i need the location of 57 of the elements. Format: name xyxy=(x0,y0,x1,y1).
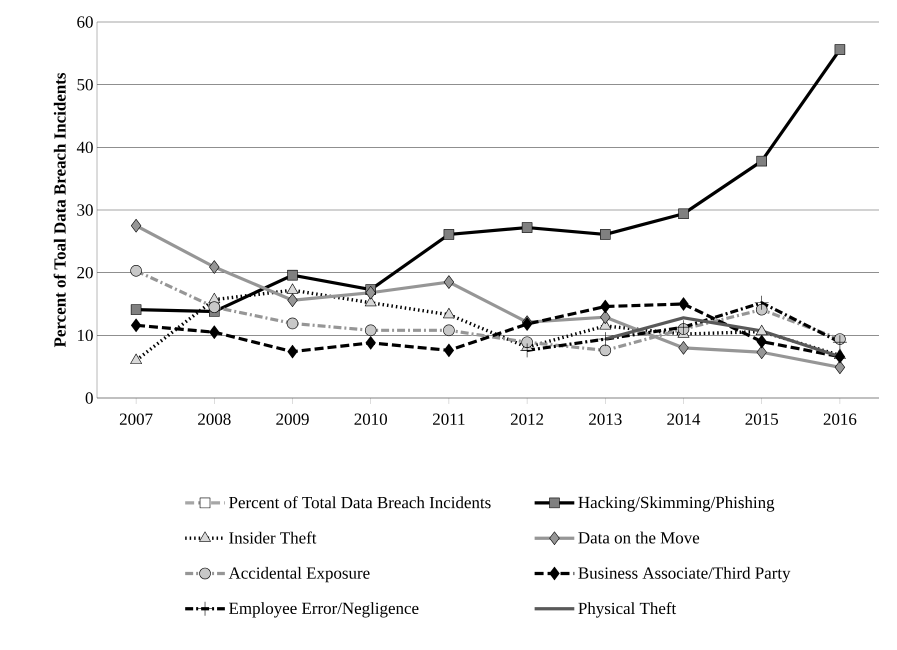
y-tick-label: 40 xyxy=(76,142,93,154)
point xyxy=(756,156,767,166)
x-tick-label: 2008 xyxy=(198,413,231,425)
point xyxy=(522,222,532,233)
x-tick-label: 2011 xyxy=(433,413,465,425)
point xyxy=(209,260,220,274)
x-tick-label: 2013 xyxy=(589,413,622,425)
legend-label: Data on the Move xyxy=(578,532,700,544)
point xyxy=(444,229,454,240)
point xyxy=(287,270,298,280)
x-tick-label: 2009 xyxy=(276,413,309,425)
legend-label: Hacking/Skimming/Phishing xyxy=(578,496,774,512)
point xyxy=(834,44,846,55)
point xyxy=(444,344,454,358)
point xyxy=(209,325,220,339)
point xyxy=(366,336,376,350)
point xyxy=(600,229,611,240)
x-tick-label: 2014 xyxy=(667,413,700,425)
point xyxy=(366,286,376,300)
x-tick-label: 2016 xyxy=(824,413,856,425)
point xyxy=(130,218,142,232)
point xyxy=(834,350,846,364)
point xyxy=(598,332,613,346)
point xyxy=(130,318,142,332)
point xyxy=(678,208,689,220)
legend-label: Physical Theft xyxy=(578,602,676,618)
y-axis-title: Percent of Toal Data Breach Incidents xyxy=(54,72,66,348)
x-tick-label: 2010 xyxy=(354,413,387,425)
y-tick-label: 0 xyxy=(86,392,93,404)
point xyxy=(600,300,610,314)
y-tick-label: 60 xyxy=(77,16,93,28)
point xyxy=(678,341,689,355)
point xyxy=(678,297,689,311)
point xyxy=(676,320,691,334)
x-tick-label: 2015 xyxy=(746,413,778,425)
x-tick-label: 2012 xyxy=(510,413,544,425)
y-tick-label: 20 xyxy=(77,266,93,278)
legend-label: Insider Theft xyxy=(229,532,316,544)
legend-label: Accidental Exposure xyxy=(228,566,370,582)
point xyxy=(130,304,142,315)
x-tick-label: 2007 xyxy=(120,413,153,425)
legend-label: Employee Error/Negligence xyxy=(229,602,418,618)
point xyxy=(600,310,610,324)
y-tick-label: 30 xyxy=(77,204,93,216)
point xyxy=(832,334,848,350)
legend-label: Percent of Total Data Breach Incidents xyxy=(229,496,491,508)
point xyxy=(444,275,454,289)
y-tick-label: 50 xyxy=(78,78,93,90)
point xyxy=(756,334,767,348)
point xyxy=(287,293,298,308)
legend-label: Business Associate/Third Party xyxy=(578,566,790,582)
point xyxy=(756,345,767,360)
point xyxy=(754,295,769,310)
point xyxy=(834,360,846,374)
point xyxy=(520,343,534,358)
y-tick-label: 10 xyxy=(78,330,93,342)
point xyxy=(287,344,298,358)
